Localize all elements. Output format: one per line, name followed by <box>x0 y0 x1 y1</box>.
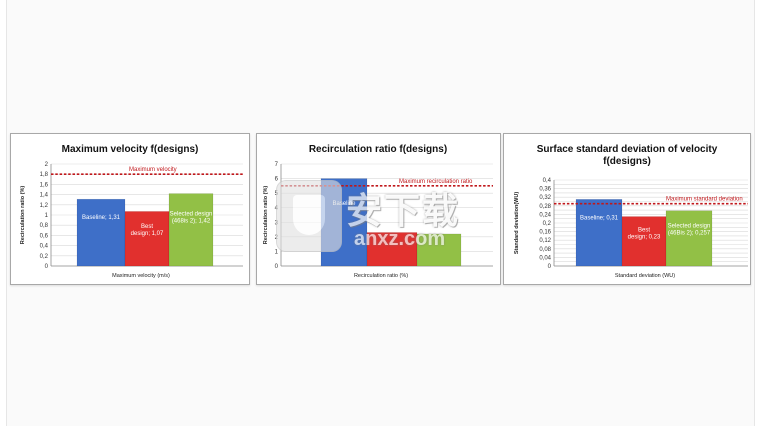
y-tick-label: 0,4 <box>40 244 49 250</box>
y-tick-label: 1 <box>45 213 49 219</box>
bar-data-label: Baseline; 1,31 <box>82 215 121 221</box>
y-tick-label: 0,2 <box>543 221 552 227</box>
bar-1 <box>575 199 623 267</box>
bar-data-label: Baseline; 0,31 <box>580 215 619 221</box>
bar-data-label: Selected design <box>668 223 711 229</box>
y-axis-label: Standard deviation(WU) <box>514 192 520 255</box>
y-tick-label: 1,2 <box>40 203 49 209</box>
y-tick-label: 5 <box>275 191 279 197</box>
chart-panel-recirculation: Recirculation ratio f(designs) 0 1 2 3 4 5 6 7 Ba… <box>256 133 501 285</box>
bar-data-label: Best <box>638 227 650 233</box>
x-axis-label: Maximum velocity (m/s) <box>112 273 170 279</box>
bar-2 <box>366 232 418 267</box>
chart-panel-max-velocity: Maximum velocity f(designs) 0 0,2 0,4 0,6 0,8… <box>10 133 250 285</box>
recirculation-chart: Recirculation ratio f(designs) 0 1 2 3 4 5 6 7 Ba… <box>263 144 493 279</box>
y-tick-label: 0 <box>275 264 279 270</box>
chart-panel-std-deviation: Surface standard deviation of velocity f(… <box>503 133 751 285</box>
y-tick-label: 0,08 <box>539 247 551 253</box>
y-tick-label: 0 <box>548 264 552 270</box>
y-tick-label: 0,12 <box>539 238 551 244</box>
y-tick-label: 7 <box>275 162 279 168</box>
y-tick-label: 1 <box>275 249 279 255</box>
bar-data-label: Selected design <box>170 211 213 217</box>
x-axis-label: Standard deviation (WU) <box>615 273 675 279</box>
y-tick-label: 6 <box>275 177 279 183</box>
y-tick-label: 3 <box>275 220 279 226</box>
reference-label: Maximum standard deviation <box>666 197 743 203</box>
bar-3 <box>416 233 462 267</box>
bar-2 <box>124 211 170 267</box>
reference-label: Maximum recirculation ratio <box>399 179 473 185</box>
bar-data-label: (468is 2); 1,42 <box>172 218 211 224</box>
bar-data-label: Baseline <box>332 201 356 207</box>
chart-title: Recirculation ratio f(designs) <box>309 144 447 155</box>
reference-label: Maximum velocity <box>129 167 177 173</box>
y-tick-label: 0,28 <box>539 204 551 210</box>
y-tick-label: 2 <box>275 235 279 241</box>
y-tick-label: 0,6 <box>40 233 49 239</box>
bar-1 <box>320 178 368 267</box>
y-tick-label: 0,8 <box>40 223 49 229</box>
std-deviation-chart: Surface standard deviation of velocityf(… <box>514 144 748 279</box>
chart-title: Maximum velocity f(designs) <box>62 144 199 155</box>
max-velocity-chart: Maximum velocity f(designs) 0 0,2 0,4 0,6 0,8… <box>20 144 243 279</box>
y-tick-label: 0,4 <box>543 178 552 184</box>
y-tick-label: 1,4 <box>40 193 49 199</box>
bar-data-label: design; 0,23 <box>628 234 661 240</box>
x-axis-label: Recirculation ratio (%) <box>354 273 408 279</box>
bar-data-label: Best <box>141 224 153 230</box>
chart-title: Surface standard deviation of velocity <box>537 144 718 155</box>
bar-3 <box>168 193 214 267</box>
bar-2 <box>621 216 667 267</box>
bar-data-label: (46Bis 2); 0,257 <box>668 230 711 236</box>
y-axis-label: Recirculation ratio (%) <box>263 186 269 245</box>
bar-data-label: design; 1,07 <box>131 231 164 237</box>
y-axis-label: Recirculation ratio (%) <box>20 186 26 245</box>
y-tick-label: 0,36 <box>539 187 551 193</box>
y-tick-label: 0 <box>45 264 49 270</box>
y-tick-label: 0,32 <box>539 195 551 201</box>
y-tick-label: 4 <box>275 206 279 212</box>
bar-3 <box>665 210 713 267</box>
bar-1 <box>76 198 126 267</box>
y-tick-label: 0,24 <box>539 212 551 218</box>
y-tick-label: 1,8 <box>40 172 49 178</box>
y-tick-label: 0,04 <box>539 255 551 261</box>
y-tick-label: 2 <box>45 162 49 168</box>
y-tick-label: 0,16 <box>539 230 551 236</box>
chart-title: f(designs) <box>603 156 651 167</box>
y-tick-label: 1,6 <box>40 182 49 188</box>
y-tick-label: 0,2 <box>40 254 49 260</box>
